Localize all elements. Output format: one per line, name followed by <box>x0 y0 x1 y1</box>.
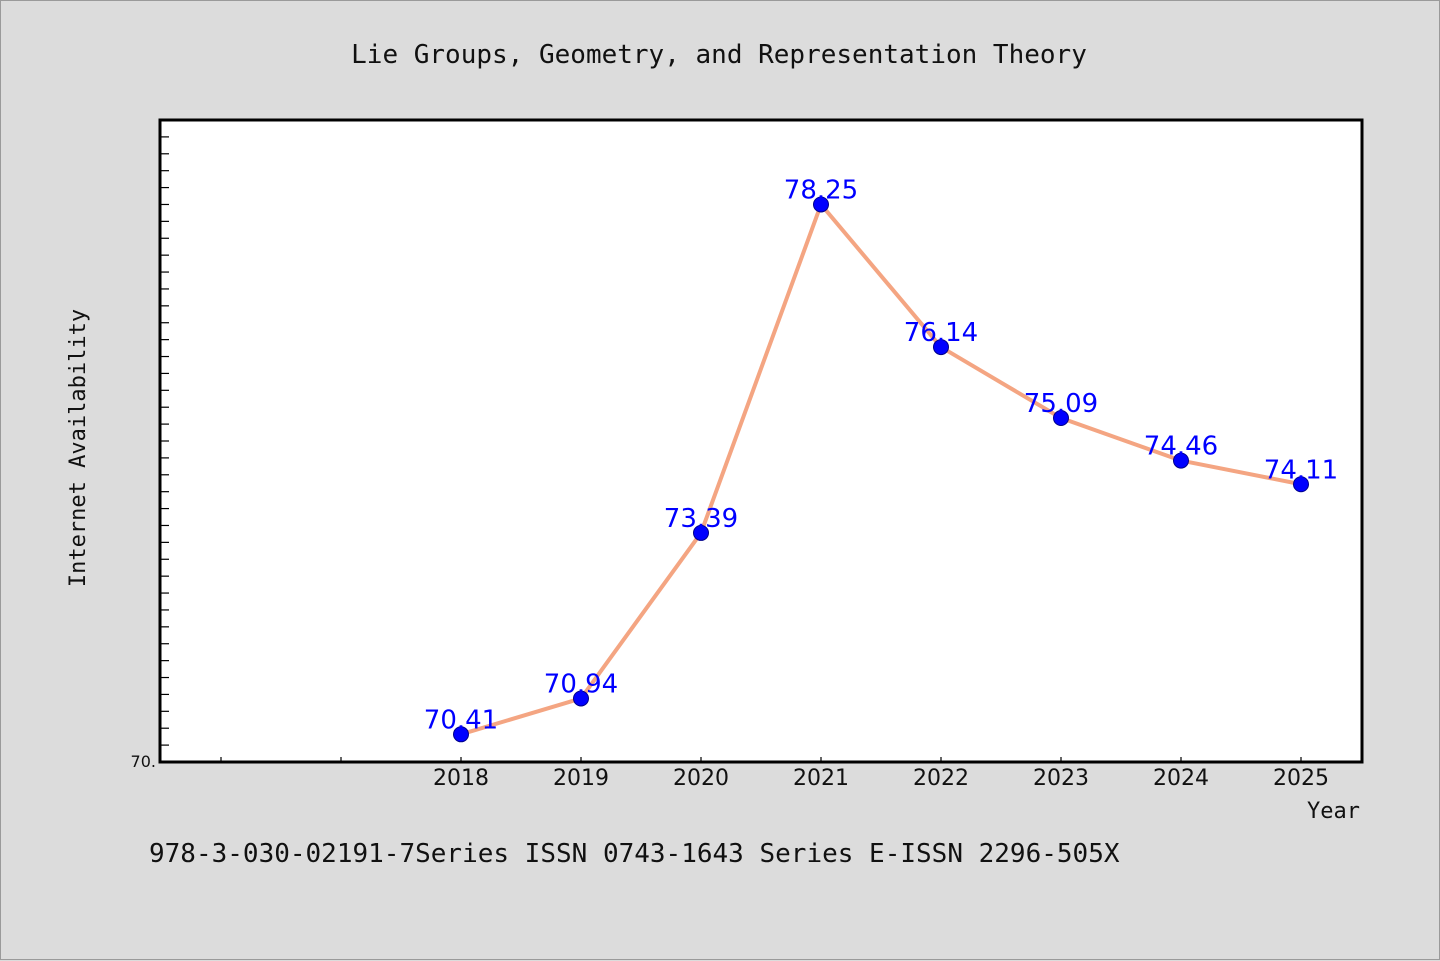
x-tick-label: 2020 <box>673 766 729 791</box>
data-label: 74.46 <box>1144 432 1218 462</box>
data-label: 76.14 <box>904 318 978 348</box>
plot-area <box>158 118 1364 764</box>
x-axis-label: Year <box>1307 799 1360 824</box>
data-point-marker <box>1053 410 1069 427</box>
data-label: 70.94 <box>544 669 618 699</box>
y-tick-label: 70. <box>131 752 156 771</box>
data-point-marker <box>453 726 469 743</box>
data-point-marker <box>573 690 589 707</box>
data-label: 78.25 <box>784 175 858 205</box>
data-point-marker <box>1173 452 1189 469</box>
x-tick-label: 2023 <box>1033 766 1089 791</box>
data-label: 73.39 <box>664 504 738 534</box>
data-label: 74.11 <box>1264 455 1338 485</box>
data-point-marker <box>813 196 829 213</box>
x-tick-label: 2021 <box>793 766 849 791</box>
x-tick-label: 2022 <box>913 766 969 791</box>
data-point-marker <box>693 524 709 541</box>
data-point-marker <box>933 339 949 356</box>
x-axis-ticks: 2018 2019 2020 2021 2022 2023 2024 2025 <box>220 757 1329 791</box>
series-group: 70.41 70.94 73.39 78.25 76.14 75.09 74.46 74.11 <box>424 175 1338 743</box>
chart-title: Lie Groups, Geometry, and Representation… <box>351 40 1087 70</box>
x-tick-label: 2025 <box>1273 766 1329 791</box>
data-label: 70.41 <box>424 705 498 735</box>
footer-isbn-text: 978-3-030-02191-7Series ISSN 0743-1643 S… <box>149 839 1120 869</box>
x-tick-label: 2019 <box>553 766 609 791</box>
y-axis-ticks: 70. <box>131 119 169 771</box>
series-line <box>460 202 1302 737</box>
data-label: 75.09 <box>1024 389 1098 419</box>
x-tick-label: 2024 <box>1153 766 1209 791</box>
data-point-marker <box>1293 476 1309 493</box>
x-tick-label: 2018 <box>433 766 489 791</box>
y-axis-label: Internet Availability <box>66 309 91 587</box>
